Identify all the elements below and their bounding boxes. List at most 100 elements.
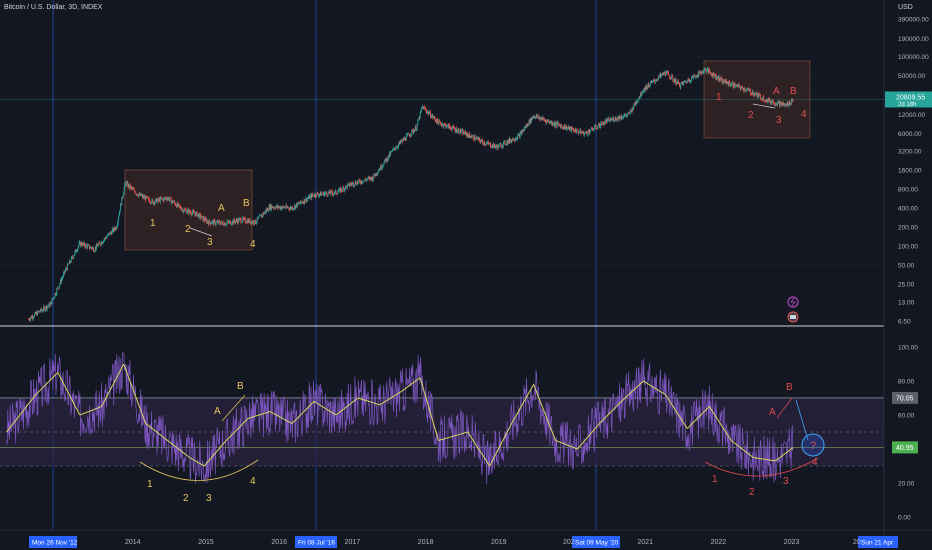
candle-body [442, 123, 443, 125]
candle-body [275, 206, 277, 209]
candle-body [336, 193, 337, 195]
candle-body [789, 104, 791, 106]
candle-body [507, 141, 508, 144]
candle-body [585, 131, 587, 133]
candle-body [455, 127, 457, 132]
candle-body [756, 92, 757, 95]
candle-body [540, 118, 541, 120]
candle-body [708, 69, 710, 73]
candle-body [612, 118, 614, 122]
time-label: 2017 [345, 539, 361, 546]
candle-body [289, 208, 291, 210]
candle-body [301, 202, 303, 203]
candle-body [576, 129, 578, 130]
candle-body [330, 190, 332, 195]
candle-body [431, 114, 433, 116]
candle-body [315, 193, 316, 197]
candle-body [215, 223, 217, 225]
candle-body [146, 195, 147, 198]
candle-body [58, 287, 60, 289]
candle-body [328, 192, 330, 193]
candle-body [440, 123, 442, 126]
candle-body [658, 75, 660, 78]
candle-body [297, 202, 299, 204]
candle-body [114, 229, 116, 230]
candle-body [500, 143, 502, 148]
price-axis[interactable]: 390000.00190000.00100000.0050000.0026000… [885, 17, 932, 326]
candle-body [763, 96, 765, 102]
candle-body [189, 211, 191, 213]
candle-body [300, 200, 301, 204]
candle-body [173, 202, 174, 204]
candle-body [564, 128, 566, 130]
candle-body [520, 132, 522, 133]
candle-body [432, 114, 434, 118]
candle-body [464, 133, 466, 135]
rsi-tick-label: 60.00 [898, 413, 915, 420]
candle-body [557, 122, 559, 124]
candle-body [401, 139, 403, 141]
candle-body [727, 82, 729, 84]
candle-body [494, 145, 496, 148]
candle-body [239, 218, 241, 220]
time-axis[interactable]: 2014 2015 2016 2017 2018 2019 2021 2022 2023 Mon … [29, 536, 898, 548]
candle-body [652, 80, 653, 83]
candle-body [188, 209, 189, 214]
candle-body [291, 206, 292, 210]
candle-body [774, 103, 776, 105]
symbol-title[interactable]: Bitcoin / U.S. Dollar, 3D, INDEX [4, 4, 103, 11]
candle-body [208, 222, 209, 225]
candle-body [304, 199, 306, 203]
candle-body [624, 114, 626, 116]
candle-body [208, 220, 210, 225]
candle-body [449, 127, 451, 128]
candle-body [207, 221, 209, 223]
candle-body [596, 128, 598, 130]
candle-body [423, 106, 425, 110]
candle-body [186, 212, 188, 214]
indicator-icons[interactable] [787, 296, 799, 323]
candle-body [726, 80, 727, 84]
candle-body [721, 77, 723, 83]
question-circle [801, 433, 825, 457]
candle-body [655, 80, 657, 82]
candle-body [516, 138, 518, 140]
candle-body [618, 116, 620, 120]
time-highlight-tag [295, 536, 337, 548]
rsi-wave-label-4: 4 [812, 457, 818, 468]
candle-body [388, 155, 390, 157]
candle-body [47, 306, 49, 307]
candle-body [88, 244, 90, 246]
candle-body [703, 71, 704, 74]
candle-body [724, 81, 726, 83]
candle-body [764, 100, 766, 102]
price-tick-label: 50000.00 [898, 73, 925, 80]
candle-body [167, 197, 169, 199]
candle-body [212, 220, 214, 225]
candle-body [568, 126, 570, 130]
candle-body [336, 193, 338, 195]
candle-body [227, 221, 229, 222]
candle-body [62, 276, 64, 278]
candle-body [397, 147, 399, 148]
candle-body [523, 128, 525, 131]
candle-body [143, 195, 144, 198]
candle-body [712, 72, 714, 77]
candle-body [47, 305, 49, 307]
candle-body [161, 198, 162, 199]
candle-body [257, 217, 259, 219]
candle-body [791, 99, 793, 102]
candle-body [117, 223, 118, 227]
candle-body [37, 311, 38, 316]
candle-body [665, 74, 667, 75]
candle-body [555, 122, 557, 124]
candle-body [349, 183, 351, 186]
candle-body [188, 210, 190, 214]
candle-body [522, 129, 524, 133]
candle-body [454, 128, 456, 132]
candle-body [200, 217, 202, 219]
candle-body [511, 139, 513, 141]
candle-body [623, 115, 625, 117]
